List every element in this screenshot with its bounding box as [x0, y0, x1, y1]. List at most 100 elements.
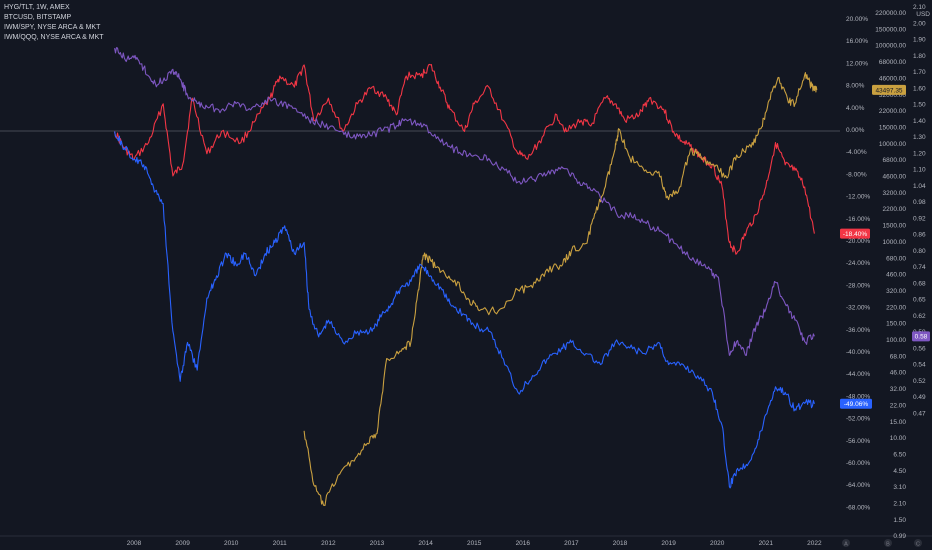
ratio-tick-label: 0.98: [913, 199, 926, 206]
btc-tick-label: 1.50: [893, 517, 906, 524]
btc-price-axis[interactable]: USD 220000.00 150000.00 100000.00 68000.00 46…: [875, 10, 930, 540]
ratio-tick-label: 0.65: [913, 297, 926, 304]
year-tick-label: 2012: [321, 540, 336, 547]
axis-mode-c-icon[interactable]: C: [914, 539, 922, 548]
ratio-tick-label: 0.86: [913, 232, 926, 239]
ratio-tick-label: 1.90: [913, 37, 926, 44]
percent-tick-label: -68.00%: [846, 504, 870, 511]
last-value-badge-btcusd: 43497.35: [872, 84, 906, 95]
btc-tick-label: 320.00: [886, 288, 906, 295]
ratio-tick-label: 1.20: [913, 150, 926, 157]
percent-tick-label: -28.00%: [846, 282, 870, 289]
btc-tick-label: 1000.00: [883, 239, 907, 246]
btc-tick-label: 4600.00: [883, 174, 907, 181]
btc-tick-label: 100000.00: [875, 43, 906, 50]
ratio-tick-label: 2.00: [913, 20, 926, 27]
ratio-tick-label: 0.62: [913, 313, 926, 320]
percent-tick-label: -60.00%: [846, 460, 870, 467]
btc-tick-label: 46000.00: [879, 75, 906, 82]
percent-axis[interactable]: 20.00% 16.00% 12.00% 8.00% 4.00% 0.00% -4.00% -…: [846, 16, 870, 511]
value-badges: 43497.35 -18.40% -49.06% 0.58: [840, 84, 930, 409]
last-value-badge-iwm-spy: -49.06%: [840, 398, 872, 409]
percent-tick-label: 4.00%: [846, 105, 865, 112]
ratio-tick-label: 1.50: [913, 102, 926, 109]
percent-tick-label: 20.00%: [846, 16, 868, 23]
percent-tick-label: -24.00%: [846, 260, 870, 267]
year-tick-label: 2018: [613, 540, 628, 547]
ratio-tick-label: 1.04: [913, 183, 926, 190]
btc-tick-label: 32.00: [890, 386, 907, 393]
percent-tick-label: -44.00%: [846, 371, 870, 378]
btc-tick-label: 22000.00: [879, 108, 906, 115]
series-line-btcusd[interactable]: [303, 72, 818, 506]
year-tick-label: 2009: [175, 540, 190, 547]
legend-btcusd[interactable]: BTCUSD, BITSTAMP: [4, 14, 72, 21]
series-line-iwm-qqq[interactable]: [114, 47, 815, 356]
btc-tick-label: 15000.00: [879, 124, 906, 131]
btc-tick-label: 460.00: [886, 272, 906, 279]
btc-tick-label: 6800.00: [883, 157, 907, 164]
ratio-tick-label: 0.54: [913, 362, 926, 369]
svg-text:0.58: 0.58: [915, 334, 928, 341]
btc-tick-label: 2200.00: [883, 206, 907, 213]
btc-tick-label: 150.00: [886, 321, 906, 328]
ratio-tick-label: 0.47: [913, 410, 926, 417]
btc-tick-label: 68000.00: [879, 59, 906, 66]
btc-tick-label: 22.00: [890, 402, 907, 409]
percent-tick-label: -36.00%: [846, 327, 870, 334]
year-tick-label: 2019: [661, 540, 676, 547]
ratio-tick-label: 0.92: [913, 215, 926, 222]
btc-tick-label: 3.10: [893, 484, 906, 491]
btc-tick-label: 1500.00: [883, 223, 907, 230]
btc-tick-label: 150000.00: [875, 26, 906, 33]
btc-unit-label: USD: [916, 11, 930, 18]
percent-tick-label: -48.00%: [846, 393, 870, 400]
year-tick-label: 2008: [127, 540, 142, 547]
year-tick-label: 2020: [710, 540, 725, 547]
percent-tick-label: -56.00%: [846, 438, 870, 445]
ratio-tick-label: 1.30: [913, 134, 926, 141]
legend-iwm-qqq[interactable]: IWM/QQQ, NYSE ARCA & MKT: [4, 34, 104, 41]
percent-tick-label: -4.00%: [846, 149, 867, 156]
series-line-hyg-tlt[interactable]: [114, 63, 815, 255]
legend-iwm-spy[interactable]: IWM/SPY, NYSE ARCA & MKT: [4, 24, 101, 31]
ratio-tick-label: 0.49: [913, 394, 926, 401]
ratio-tick-label: 0.56: [913, 345, 926, 352]
ratio-tick-label: 0.68: [913, 280, 926, 287]
last-value-badge-iwm-qqq: 0.58: [912, 331, 930, 342]
axis-mode-b-icon[interactable]: B: [884, 539, 892, 548]
last-value-badge-hyg-tlt: -18.40%: [840, 228, 870, 239]
series-line-iwm-spy[interactable]: [114, 131, 815, 489]
svg-text:C: C: [916, 542, 920, 548]
year-tick-label: 2010: [224, 540, 239, 547]
percent-tick-label: -16.00%: [846, 216, 870, 223]
btc-tick-label: 15.00: [890, 419, 907, 426]
btc-tick-label: 10.00: [890, 435, 907, 442]
legend-hyg-tlt[interactable]: HYG/TLT, 1W, AMEX: [4, 4, 70, 11]
svg-text:-18.40%: -18.40%: [843, 231, 867, 238]
ratio-tick-label: 1.60: [913, 85, 926, 92]
ratio-tick-label: 0.74: [913, 264, 926, 271]
btc-tick-label: 4.50: [893, 468, 906, 475]
year-tick-label: 2013: [370, 540, 385, 547]
ratio-tick-label: 1.10: [913, 167, 926, 174]
btc-tick-label: 0.99: [893, 533, 906, 540]
percent-tick-label: -52.00%: [846, 416, 870, 423]
chart-legend: HYG/TLT, 1W, AMEX BTCUSD, BITSTAMP IWM/S…: [4, 3, 104, 43]
btc-tick-label: 2.10: [893, 501, 906, 508]
axis-mode-a-icon[interactable]: A: [842, 539, 850, 548]
year-tick-label: 2015: [467, 540, 482, 547]
time-axis[interactable]: 2008 2009 2010 2011 2012 2013 2014 2015 2016 2017…: [127, 540, 822, 547]
percent-tick-label: 8.00%: [846, 83, 865, 90]
svg-text:43497.35: 43497.35: [875, 87, 902, 94]
ratio-tick-label: 1.80: [913, 53, 926, 60]
btc-tick-label: 46.00: [890, 370, 907, 377]
ratio-tick-label: 1.40: [913, 118, 926, 125]
series-layer: [114, 47, 818, 506]
axis-icons[interactable]: A B C: [842, 539, 922, 548]
ratio-axis[interactable]: 2.10 2.00 1.90 1.80 1.70 1.60 1.50 1.40 1.30 1.20…: [913, 4, 926, 417]
btc-tick-label: 220000.00: [875, 10, 906, 17]
ratio-tick-label: 1.70: [913, 69, 926, 76]
